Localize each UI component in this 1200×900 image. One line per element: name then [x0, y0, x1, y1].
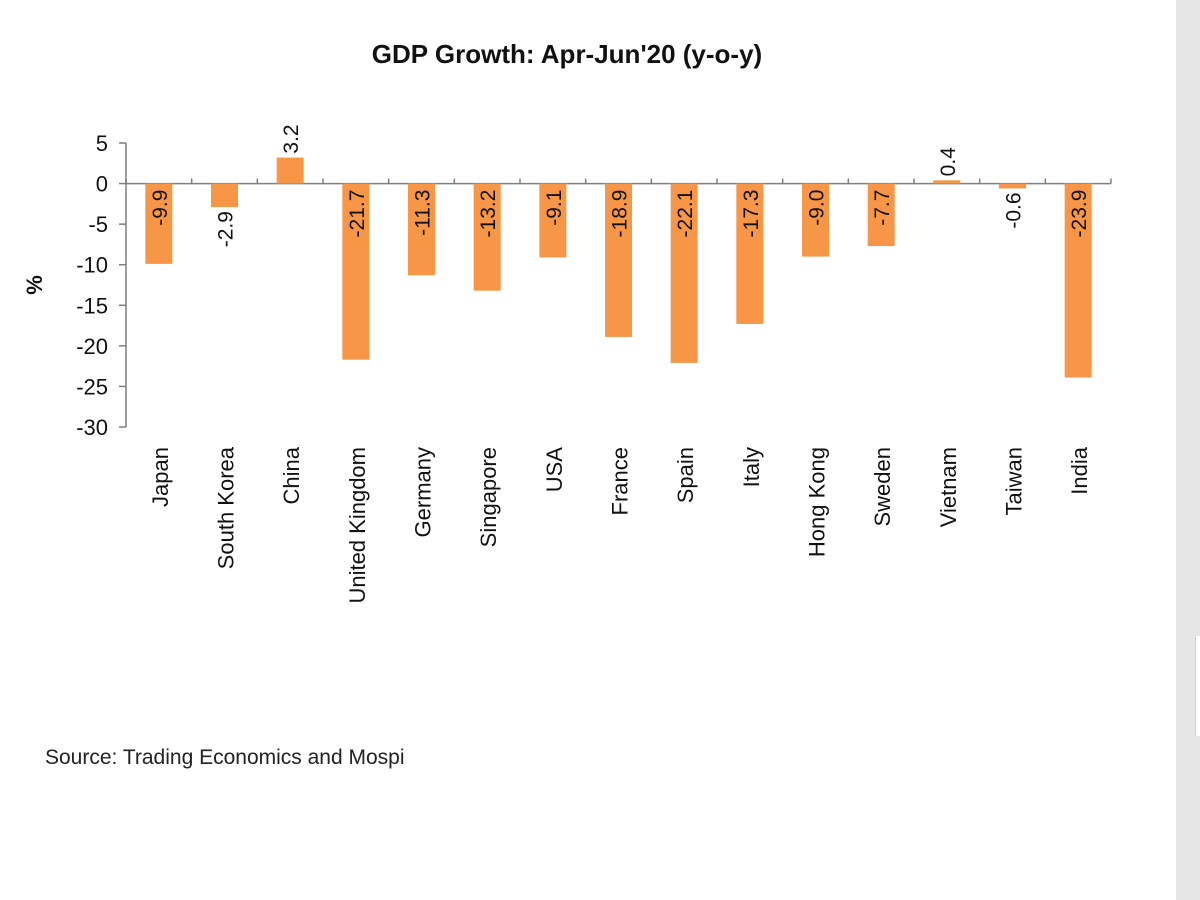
category-label: Singapore [476, 447, 501, 547]
data-label: -7.7 [871, 190, 894, 226]
bars-layer [145, 157, 1092, 378]
data-label: -2.9 [215, 211, 238, 247]
y-tick-label: -10 [76, 253, 108, 278]
data-label: -21.7 [346, 190, 369, 238]
category-label: USA [542, 447, 567, 493]
category-label: Sweden [870, 447, 895, 527]
y-tick-label: -20 [76, 334, 108, 359]
data-label: -13.2 [477, 190, 500, 238]
data-label: -0.6 [1003, 192, 1026, 228]
bar-japan [145, 183, 173, 264]
data-label: -23.9 [1068, 190, 1091, 238]
category-label: Taiwan [1002, 447, 1027, 515]
category-label: Germany [411, 447, 436, 537]
axes-layer: 5 0 -5 -10 -15 -20 -25 -30 [76, 131, 1112, 440]
bar-south-korea [211, 183, 238, 208]
bar-france [605, 183, 632, 337]
data-label: -9.9 [149, 190, 172, 226]
data-label: -18.9 [609, 190, 632, 238]
bar-sweden [867, 183, 895, 247]
bar-taiwan [999, 183, 1026, 189]
category-label: Italy [739, 447, 764, 487]
labels-layer: -9.9 Japan -2.9 South Korea 3.2 China -21.7 Uni… [148, 124, 1092, 603]
data-label: -9.1 [543, 190, 566, 226]
window-edge-strip [1176, 0, 1200, 900]
bar-vietnam [933, 180, 961, 184]
y-tick-label: 5 [96, 131, 108, 156]
bar-singapore [473, 183, 501, 291]
category-label: Japan [148, 447, 173, 507]
bar-china [276, 157, 304, 184]
source-note: Source: Trading Economics and Mospi [45, 746, 405, 769]
bar-germany [408, 183, 435, 276]
y-tick-label: -15 [76, 293, 108, 318]
bar-italy [736, 183, 764, 324]
data-label: -17.3 [740, 190, 763, 238]
category-label: India [1067, 446, 1092, 494]
category-label: Spain [673, 447, 698, 503]
category-label: United Kingdom [345, 447, 370, 604]
data-label: 3.2 [280, 124, 303, 153]
bar-usa [539, 183, 567, 258]
bar-spain [670, 183, 698, 363]
category-label: Hong Kong [805, 447, 830, 557]
category-label: Vietnam [936, 447, 961, 527]
data-label: -22.1 [674, 190, 697, 238]
data-label: -9.0 [806, 190, 829, 226]
y-axis-label: % [22, 275, 47, 295]
chart-title: GDP Growth: Apr-Jun'20 (y-o-y) [372, 39, 762, 69]
category-label: China [279, 446, 304, 504]
scroll-handle[interactable] [1195, 636, 1200, 736]
bar-india [1064, 183, 1092, 378]
data-label: -11.3 [412, 190, 435, 236]
bar-hong-kong [802, 183, 829, 257]
category-label: France [608, 447, 633, 515]
y-tick-label: -25 [76, 374, 108, 399]
y-tick-label: -30 [76, 415, 108, 440]
y-tick-label: -5 [88, 212, 108, 237]
y-tick-label: 0 [96, 172, 108, 197]
category-label: South Korea [214, 446, 239, 569]
bar-united-kingdom [342, 183, 370, 360]
data-label: 0.4 [937, 147, 960, 177]
